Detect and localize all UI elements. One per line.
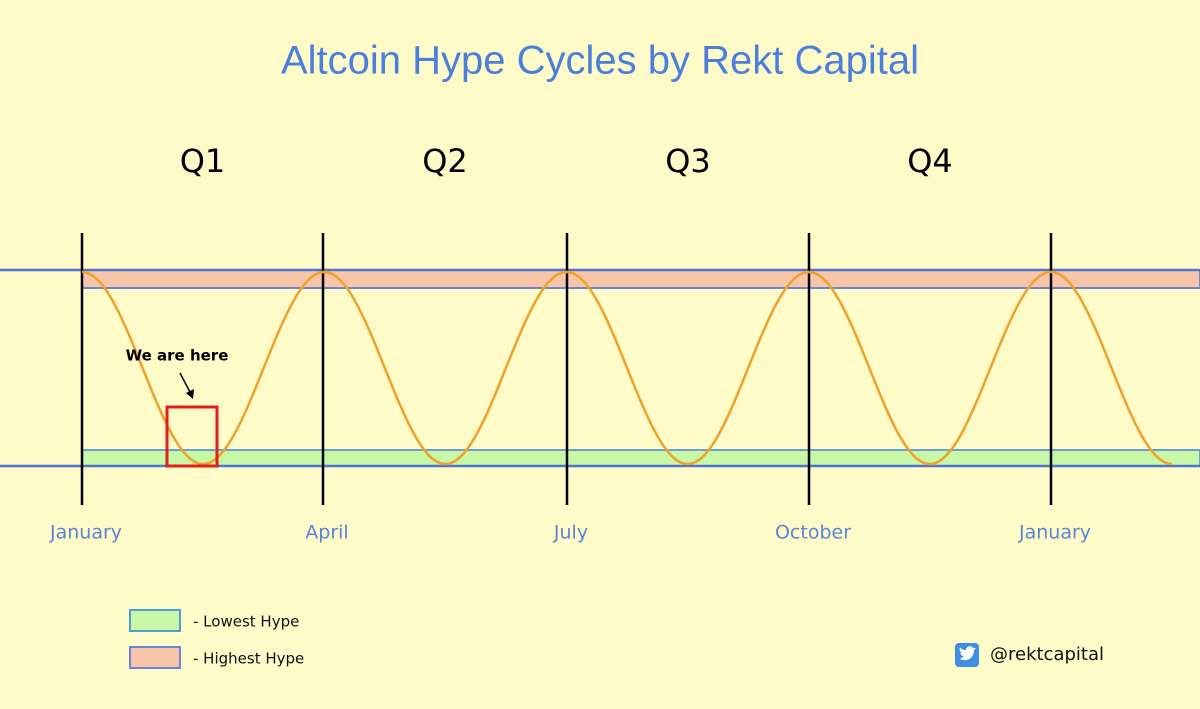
lowest-band	[81, 449, 1200, 467]
legend-swatch	[129, 646, 181, 669]
arrow-head	[186, 389, 194, 399]
month-label: October	[775, 522, 851, 544]
twitter-bird	[959, 646, 976, 661]
legend-label: - Lowest Hype	[193, 613, 299, 631]
quarter-label: Q4	[907, 142, 953, 180]
quarter-label: Q3	[665, 142, 711, 180]
highlight-box	[165, 405, 219, 468]
month-label: January	[49, 522, 122, 544]
hype-curve	[81, 270, 1173, 466]
month-label: July	[553, 522, 588, 544]
title: Altcoin Hype Cycles by Rekt Capital	[281, 39, 919, 83]
month-label: January	[1018, 522, 1091, 544]
quarter-label: Q1	[180, 142, 226, 180]
quarter-label: Q2	[422, 142, 468, 180]
highest-band	[81, 269, 1200, 289]
legend-swatch	[129, 609, 181, 632]
legend-label: - Highest Hype	[193, 650, 304, 668]
arrow	[179, 372, 192, 395]
month-label: April	[305, 522, 348, 544]
handle: @rektcapital	[990, 644, 1104, 665]
annotation: We are here	[126, 347, 229, 365]
